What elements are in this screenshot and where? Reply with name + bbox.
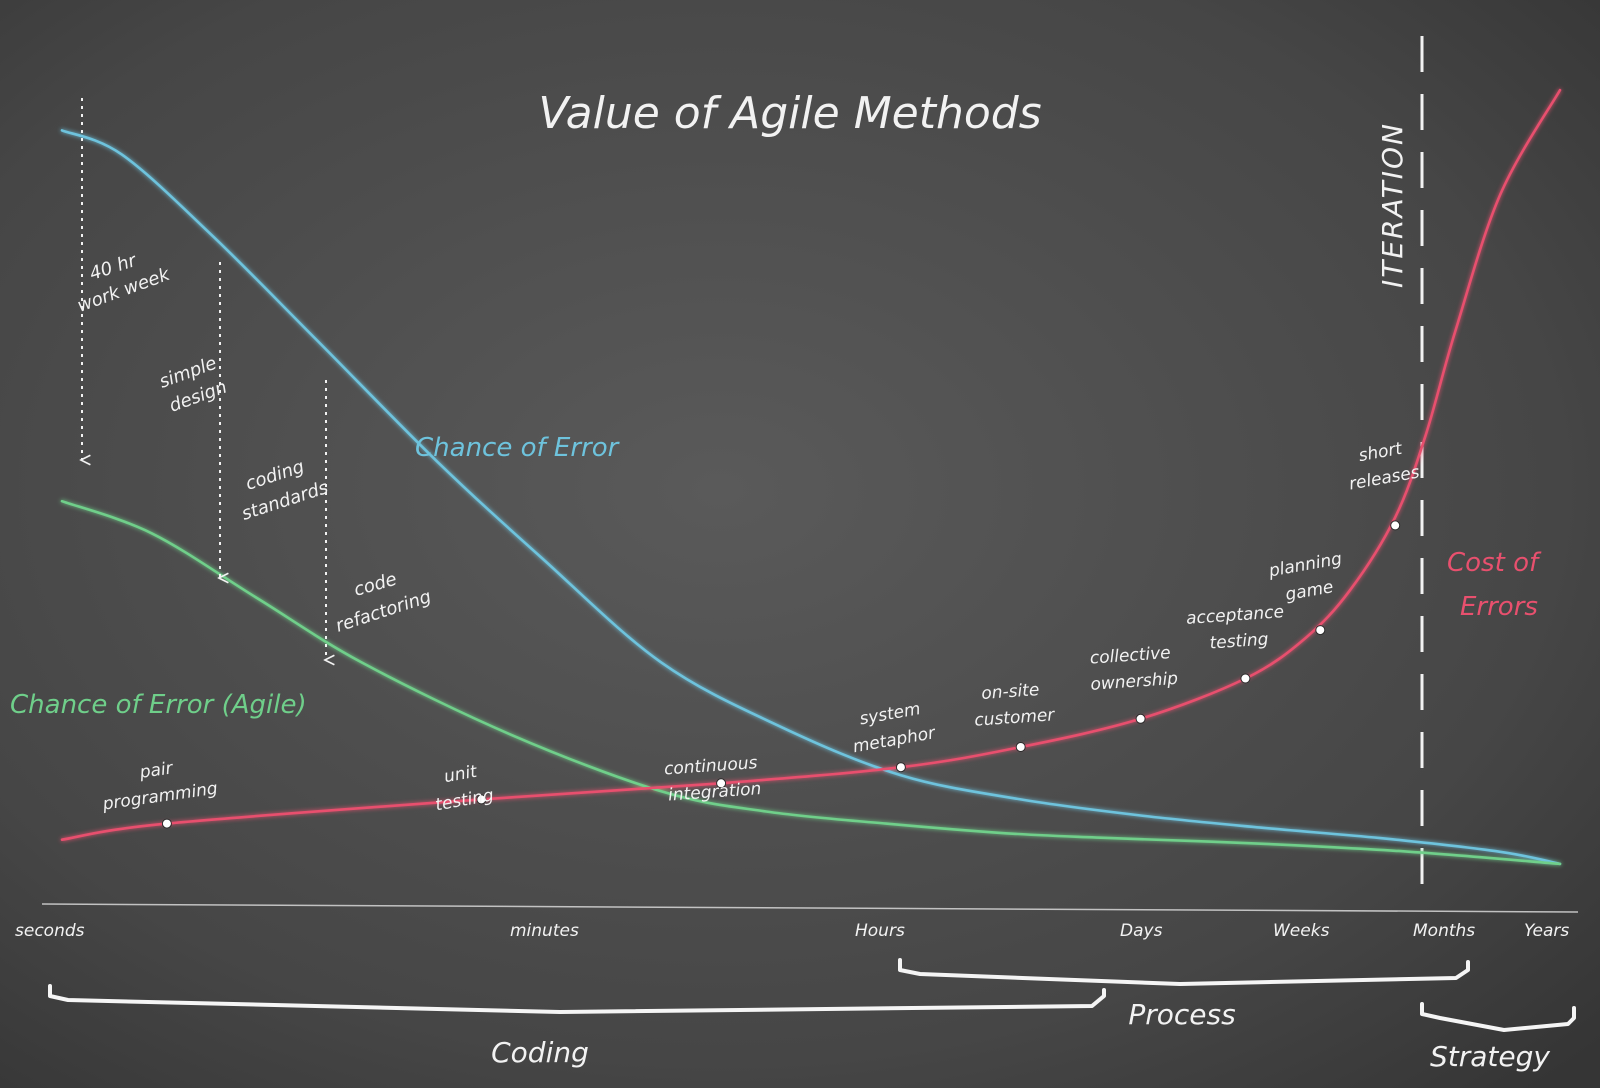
practice-dot-2 [716,778,727,789]
x-tick-days: Days [1120,921,1163,941]
label-cost-of-errors-2: Errors [1460,592,1538,622]
practice-label-0-line1: pair [138,758,175,783]
bracket-strategy [1420,1002,1576,1032]
bracket-label-process: Process [1128,998,1235,1031]
bracket-label-coding: Coding [491,1036,589,1069]
bracket-label-strategy: Strategy [1430,1040,1550,1073]
reduction-arrows [82,98,326,660]
practice-dot-7 [1315,625,1326,636]
brackets [48,958,1576,1032]
label-chance-of-error-agile: Chance of Error (Agile) [10,690,307,720]
series-chance-of-error-agile [60,499,1562,866]
x-tick-months: Months [1413,921,1475,941]
practice-dot-8 [1390,520,1401,531]
practice-dot-0 [161,818,172,829]
practice-dot-3 [895,762,906,773]
practice-label-6-line2: testing [1209,629,1269,653]
bracket-coding [48,984,1106,1014]
x-axis-line [41,903,1579,913]
practice-dot-6 [1240,673,1251,684]
bracket-process [898,958,1470,986]
x-tick-hours: Hours [855,921,905,941]
iteration-marker-label: ITERATION [1376,122,1409,288]
x-tick-weeks: Weeks [1273,921,1330,941]
practice-dot-1 [476,794,487,805]
series-chance-of-error [60,129,1562,866]
label-cost-of-errors-1: Cost of [1447,548,1542,578]
x-tick-seconds: seconds [15,921,85,941]
chart-title: Value of Agile Methods [538,88,1041,139]
practice-dot-4 [1015,742,1026,752]
practice-label-4-line1: on-site [981,680,1040,704]
x-tick-years: Years [1524,921,1569,941]
x-tick-minutes: minutes [510,921,579,941]
x-axis-ticks: seconds minutes Hours Days Weeks Months … [15,921,1569,941]
label-chance-of-error: Chance of Error [415,433,621,463]
practice-dot-5 [1135,713,1146,724]
